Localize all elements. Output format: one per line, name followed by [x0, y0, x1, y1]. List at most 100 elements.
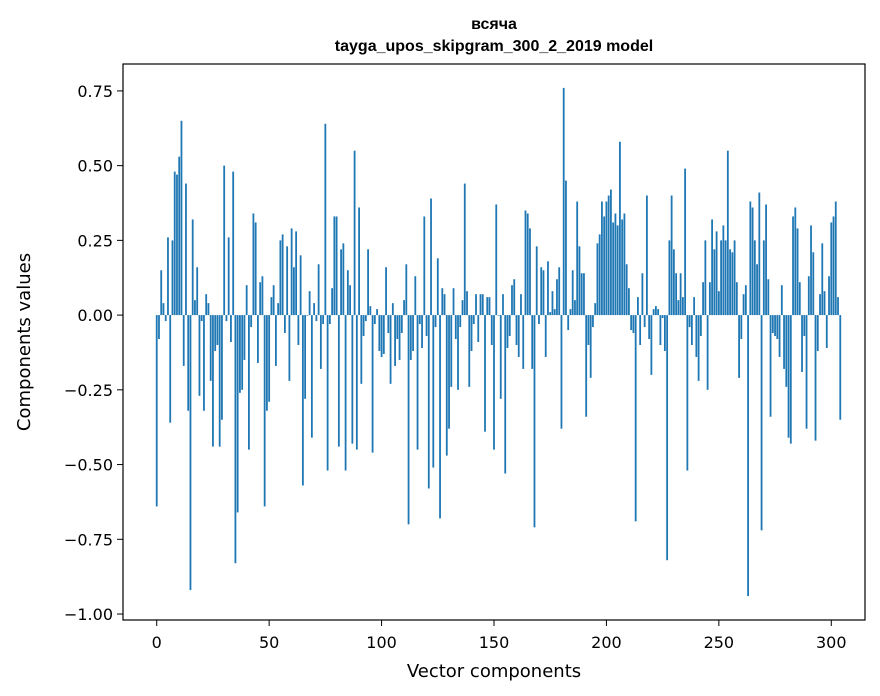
bar	[337, 315, 340, 447]
bar	[832, 216, 835, 316]
bar	[668, 240, 671, 316]
bar	[794, 207, 797, 316]
bar	[360, 315, 363, 384]
bar	[706, 315, 709, 390]
bar	[378, 315, 381, 351]
bar	[385, 267, 387, 316]
bar	[785, 315, 788, 387]
bar	[398, 315, 401, 360]
bar	[535, 246, 538, 316]
bar	[805, 315, 808, 429]
bar	[441, 288, 444, 316]
bar	[490, 315, 493, 345]
x-tick-label: 100	[366, 633, 397, 652]
bar	[252, 213, 255, 316]
bar	[702, 282, 705, 316]
bar	[304, 315, 307, 399]
bar	[367, 249, 369, 316]
y-tick-label: −0.50	[64, 456, 113, 475]
bar	[839, 315, 842, 420]
bar	[286, 246, 289, 316]
bar	[605, 201, 608, 316]
chart-subtitle: tayga_upos_skipgram_300_2_2019 model	[335, 38, 653, 55]
bar	[167, 237, 169, 316]
y-tick-label: 0.50	[77, 157, 113, 176]
bar	[711, 219, 713, 316]
bar	[720, 240, 722, 316]
bar	[335, 216, 338, 316]
bar	[180, 120, 183, 316]
bar	[499, 315, 502, 399]
bar	[774, 315, 776, 337]
bar	[448, 315, 450, 429]
x-tick-label: 0	[152, 633, 162, 652]
bar	[558, 267, 561, 316]
bar	[704, 240, 707, 316]
bar	[236, 315, 239, 513]
bar	[612, 222, 615, 316]
bar	[414, 276, 417, 316]
bar	[531, 315, 534, 369]
bar	[733, 240, 736, 316]
bar	[218, 315, 221, 447]
bar	[171, 240, 174, 316]
bar	[801, 315, 803, 372]
bar	[389, 315, 392, 384]
bar	[479, 294, 482, 316]
bar	[562, 87, 565, 316]
bar	[812, 252, 815, 316]
bar	[792, 216, 794, 316]
bar	[292, 267, 295, 316]
bar	[776, 315, 779, 340]
bar	[603, 216, 606, 316]
bar	[250, 315, 253, 328]
bar	[164, 315, 167, 322]
bar	[182, 315, 185, 366]
bar	[169, 315, 172, 423]
bar	[828, 276, 830, 316]
bar	[789, 315, 792, 444]
bar	[349, 285, 351, 316]
bar	[230, 315, 232, 342]
bar	[234, 315, 237, 564]
y-tick-label: −0.75	[64, 530, 113, 549]
bar	[299, 255, 302, 316]
bar	[513, 279, 516, 316]
bar	[751, 207, 754, 316]
bar	[547, 261, 549, 316]
bar	[468, 315, 471, 387]
bar	[628, 288, 630, 316]
bar	[646, 195, 648, 316]
bar	[185, 183, 187, 316]
bar	[621, 219, 624, 316]
bar	[308, 291, 311, 316]
bar	[319, 315, 322, 369]
bar	[614, 213, 617, 316]
bar	[225, 315, 228, 322]
bar	[508, 315, 511, 337]
bar	[576, 201, 579, 316]
bar	[672, 249, 675, 316]
bar	[670, 195, 673, 316]
bar	[502, 294, 504, 316]
bar	[556, 279, 558, 316]
bar	[821, 243, 824, 316]
bar	[263, 315, 266, 507]
bar	[371, 315, 374, 453]
bar	[268, 315, 271, 402]
bar	[681, 297, 684, 316]
bar	[663, 315, 666, 351]
y-tick-label: 0.75	[77, 82, 113, 101]
bar	[306, 315, 309, 316]
bar	[526, 213, 529, 316]
bar	[787, 315, 790, 438]
bar	[830, 222, 833, 316]
bar	[569, 309, 572, 316]
bar	[749, 201, 752, 316]
bar	[686, 315, 689, 471]
bar	[196, 267, 199, 316]
bar	[396, 315, 399, 340]
bar	[227, 237, 230, 316]
bar	[275, 315, 277, 366]
bar	[583, 273, 585, 316]
